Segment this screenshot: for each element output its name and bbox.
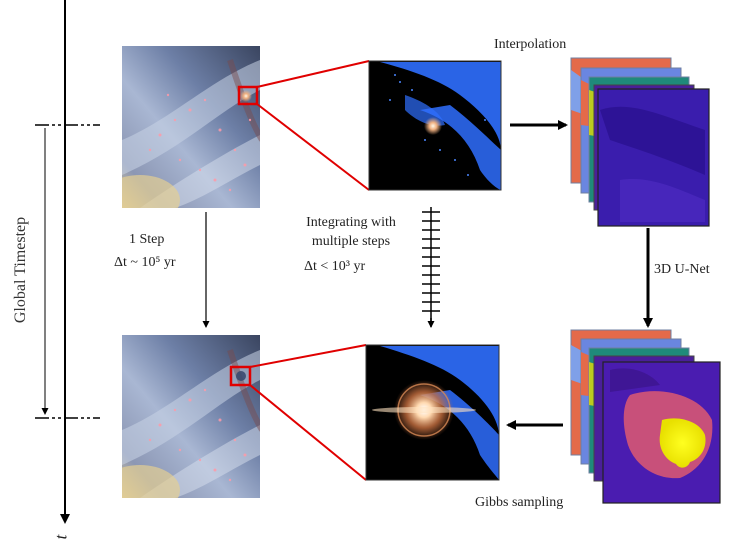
- zoom-line-top-lower: [256, 103, 370, 191]
- label-global-timestep: Global Timestep: [12, 216, 29, 324]
- zoom-line-bottom-upper: [249, 344, 367, 368]
- highlight-box-bottom: [229, 365, 252, 387]
- gas-zoom-bottom: [366, 345, 499, 480]
- galaxy-image-top: [122, 46, 260, 208]
- galaxy-image-bottom: [122, 335, 260, 498]
- highlight-box-top: [237, 85, 259, 106]
- field-stack-top: [570, 57, 710, 227]
- multi-step-ladder: [422, 207, 440, 322]
- label-gibbs: Gibbs sampling: [475, 495, 564, 510]
- gas-zoom-top-frame: [368, 60, 502, 191]
- label-one-step: 1 Step: [129, 232, 165, 247]
- label-time-axis: t: [51, 534, 71, 540]
- label-integrating-line1: Integrating with: [306, 215, 396, 230]
- zoom-line-bottom-lower: [249, 384, 367, 481]
- label-interpolation: Interpolation: [494, 37, 567, 52]
- label-one-step-dt: Δt ~ 10⁵ yr: [114, 255, 176, 270]
- field-stack-bottom: [570, 329, 721, 504]
- zoom-line-top-upper: [256, 60, 370, 88]
- label-unet: 3D U-Net: [654, 262, 710, 277]
- label-integrating-line2: multiple steps: [311, 234, 391, 249]
- gas-zoom-top: [369, 61, 501, 190]
- label-integrating-dt: Δt < 10³ yr: [304, 259, 366, 274]
- gas-zoom-bottom-frame: [365, 344, 500, 481]
